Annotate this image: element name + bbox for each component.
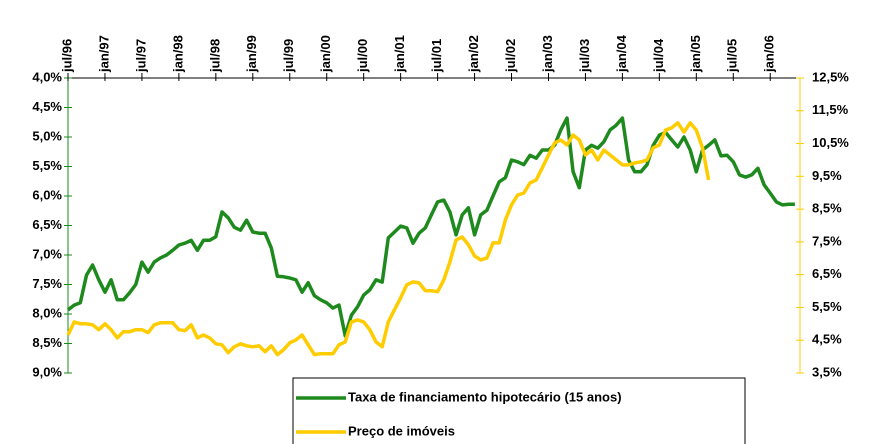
y2-tick-label: 11,5% <box>812 102 849 117</box>
x-tick-label: jul/97 <box>133 39 148 73</box>
series-line <box>66 116 795 338</box>
legend-label: Taxa de financiamento hipotecário (15 an… <box>348 389 622 404</box>
y-tick-label: 4,5% <box>32 99 62 114</box>
y2-tick-label: 4,5% <box>812 332 842 347</box>
x-tick-label: jan/01 <box>392 35 407 73</box>
x-tick-label: jul/05 <box>725 39 740 73</box>
x-tick-label: jul/03 <box>577 39 592 73</box>
y-tick-label: 5,0% <box>32 128 62 143</box>
x-tick-label: jan/99 <box>244 35 259 73</box>
y2-tick-label: 8,5% <box>812 201 842 216</box>
y-tick-label: 7,0% <box>32 246 62 261</box>
y2-tick-label: 12,5% <box>812 69 849 84</box>
legend-box <box>292 377 746 444</box>
x-tick-label: jan/98 <box>170 35 185 73</box>
y-tick-label: 9,0% <box>32 364 62 379</box>
y-tick-label: 6,0% <box>32 187 62 202</box>
y2-tick-label: 5,5% <box>812 299 842 314</box>
x-tick-label: jul/01 <box>429 39 444 73</box>
x-tick-label: jul/00 <box>355 39 370 73</box>
x-tick-label: jan/00 <box>318 35 333 73</box>
y2-tick-label: 9,5% <box>812 168 842 183</box>
y2-tick-label: 3,5% <box>812 364 842 379</box>
x-tick-label: jan/02 <box>466 35 481 73</box>
x-tick-label: jan/04 <box>614 34 629 73</box>
x-tick-label: jul/96 <box>59 39 74 73</box>
x-tick-label: jul/99 <box>281 39 296 73</box>
x-tick-label: jul/04 <box>651 38 666 73</box>
y2-tick-label: 6,5% <box>812 266 842 281</box>
y-tick-label: 8,0% <box>32 305 62 320</box>
x-tick-label: jan/06 <box>762 35 777 73</box>
y2-tick-label: 10,5% <box>812 135 849 150</box>
y-tick-label: 6,5% <box>32 217 62 232</box>
y2-tick-label: 7,5% <box>812 233 842 248</box>
x-tick-label: jul/98 <box>207 39 222 73</box>
x-tick-label: jan/05 <box>688 35 703 73</box>
x-tick-label: jul/02 <box>503 39 518 73</box>
y-tick-label: 5,5% <box>32 158 62 173</box>
series-line <box>66 121 711 357</box>
y-tick-label: 7,5% <box>32 276 62 291</box>
y-tick-label: 8,5% <box>32 335 62 350</box>
legend-label: Preço de imóveis <box>348 423 455 438</box>
x-tick-label: jan/97 <box>96 35 111 73</box>
y-tick-label: 4,0% <box>32 69 62 84</box>
x-tick-label: jan/03 <box>540 35 555 73</box>
